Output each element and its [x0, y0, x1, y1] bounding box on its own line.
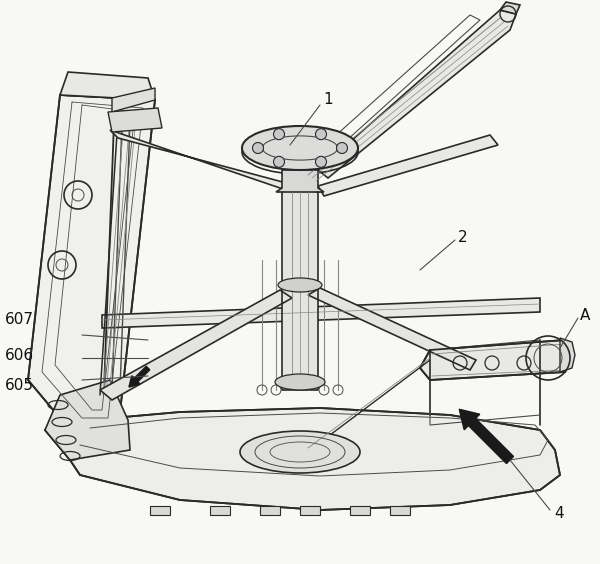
- FancyArrow shape: [459, 409, 514, 464]
- Circle shape: [274, 156, 284, 168]
- Polygon shape: [60, 72, 155, 100]
- Polygon shape: [28, 95, 155, 430]
- Text: 2: 2: [458, 230, 467, 245]
- Ellipse shape: [242, 126, 358, 170]
- Polygon shape: [350, 506, 370, 515]
- Circle shape: [337, 143, 347, 153]
- Polygon shape: [500, 2, 520, 14]
- Polygon shape: [210, 506, 230, 515]
- Ellipse shape: [275, 374, 325, 390]
- Polygon shape: [112, 88, 155, 112]
- Circle shape: [316, 156, 326, 168]
- Polygon shape: [308, 288, 476, 370]
- Polygon shape: [282, 192, 318, 390]
- Polygon shape: [390, 506, 410, 515]
- Text: 4: 4: [554, 506, 563, 522]
- Text: A: A: [580, 307, 590, 323]
- Ellipse shape: [278, 278, 322, 292]
- Polygon shape: [420, 340, 572, 380]
- Polygon shape: [318, 135, 498, 196]
- Polygon shape: [100, 290, 292, 400]
- Text: 606: 606: [5, 347, 34, 363]
- Text: 607: 607: [5, 312, 34, 328]
- Polygon shape: [276, 170, 324, 192]
- Circle shape: [253, 143, 263, 153]
- Ellipse shape: [240, 431, 360, 473]
- Polygon shape: [110, 130, 320, 192]
- Polygon shape: [45, 380, 130, 460]
- Circle shape: [274, 129, 284, 140]
- Text: 1: 1: [323, 92, 332, 108]
- Polygon shape: [318, 10, 516, 178]
- FancyArrow shape: [129, 366, 150, 387]
- Polygon shape: [45, 408, 560, 510]
- Circle shape: [316, 129, 326, 140]
- Polygon shape: [108, 108, 162, 132]
- Text: 605: 605: [5, 377, 34, 393]
- Polygon shape: [560, 338, 575, 372]
- Polygon shape: [150, 506, 170, 515]
- Polygon shape: [102, 298, 540, 328]
- Polygon shape: [260, 506, 280, 515]
- Polygon shape: [300, 506, 320, 515]
